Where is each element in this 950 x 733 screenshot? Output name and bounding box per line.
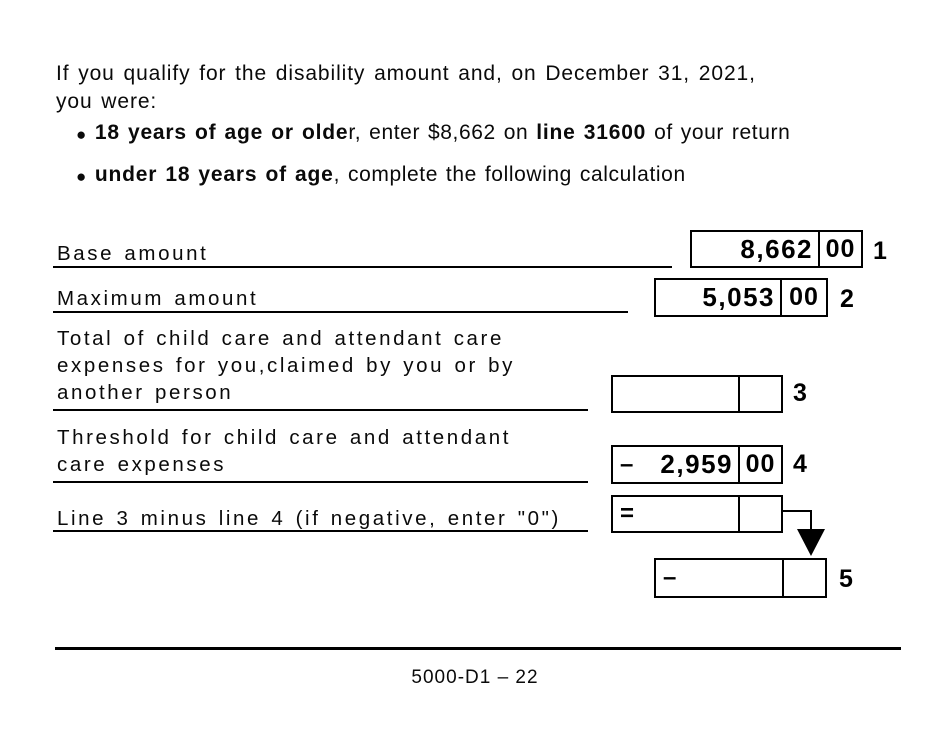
row3-line-number: 3: [793, 379, 807, 407]
row1-line-number: 1: [873, 237, 887, 265]
row1-underline: [53, 266, 672, 268]
result-amount-box[interactable]: –: [654, 558, 827, 598]
result-dollars[interactable]: [656, 560, 782, 596]
row1-cents: 00: [818, 232, 861, 266]
bullet2-text: under 18 years of age, complete the foll…: [94, 163, 686, 186]
row5-dollars[interactable]: [613, 497, 738, 531]
arrow-down-icon: [797, 529, 825, 556]
row5-underline: [53, 530, 588, 532]
row2-cents: 00: [780, 280, 826, 315]
row2-line-number: 2: [840, 285, 854, 313]
bullet-item-18-or-older: ● 18 years of age or older, enter $8,662…: [76, 121, 790, 145]
minus-sign: –: [620, 450, 634, 478]
row3-amount-box[interactable]: [611, 375, 783, 413]
row2-underline: [53, 311, 628, 313]
row1-label: Base amount: [57, 242, 209, 265]
result-line-number: 5: [839, 565, 853, 593]
row1-dollars: 8,662: [740, 233, 813, 264]
bullet-icon: ●: [76, 166, 87, 186]
equals-sign: =: [620, 500, 635, 527]
row5-amount-box[interactable]: =: [611, 495, 783, 533]
row3-cents[interactable]: [738, 377, 781, 411]
row2-label: Maximum amount: [57, 287, 259, 310]
arrow-connector-horizontal: [783, 510, 812, 512]
arrow-connector-vertical: [810, 510, 812, 530]
row3-underline: [53, 409, 588, 411]
result-cents[interactable]: [782, 560, 825, 596]
bottom-rule: [55, 647, 901, 650]
row4-line-number: 4: [793, 450, 807, 478]
row5-cents[interactable]: [738, 497, 781, 531]
bullet1-text: 18 years of age or older, enter $8,662 o…: [94, 121, 791, 144]
minus-sign: –: [663, 564, 677, 591]
row3-dollars[interactable]: [613, 377, 738, 411]
intro-line-2: you were:: [56, 90, 158, 113]
row3-label: Total of child care and attendant care e…: [57, 327, 516, 404]
page-footer: 5000-D1 – 22: [411, 667, 539, 688]
row2-amount-box: 5,053 00: [654, 278, 828, 317]
intro-line-1: If you qualify for the disability amount…: [56, 62, 756, 85]
bullet-item-under-18: ● under 18 years of age, complete the fo…: [76, 163, 686, 187]
row2-dollars: 5,053: [702, 282, 775, 312]
row5-label: Line 3 minus line 4 (if negative, enter …: [57, 507, 561, 530]
row4-label: Threshold for child care and attendant c…: [57, 426, 512, 476]
row4-cents: 00: [738, 447, 781, 482]
row1-amount-box: 8,662 00: [690, 230, 863, 268]
row4-dollars: 2,959: [660, 449, 733, 479]
row4-underline: [53, 481, 588, 483]
row4-amount-box: – 2,959 00: [611, 445, 783, 484]
bullet-icon: ●: [76, 124, 87, 144]
